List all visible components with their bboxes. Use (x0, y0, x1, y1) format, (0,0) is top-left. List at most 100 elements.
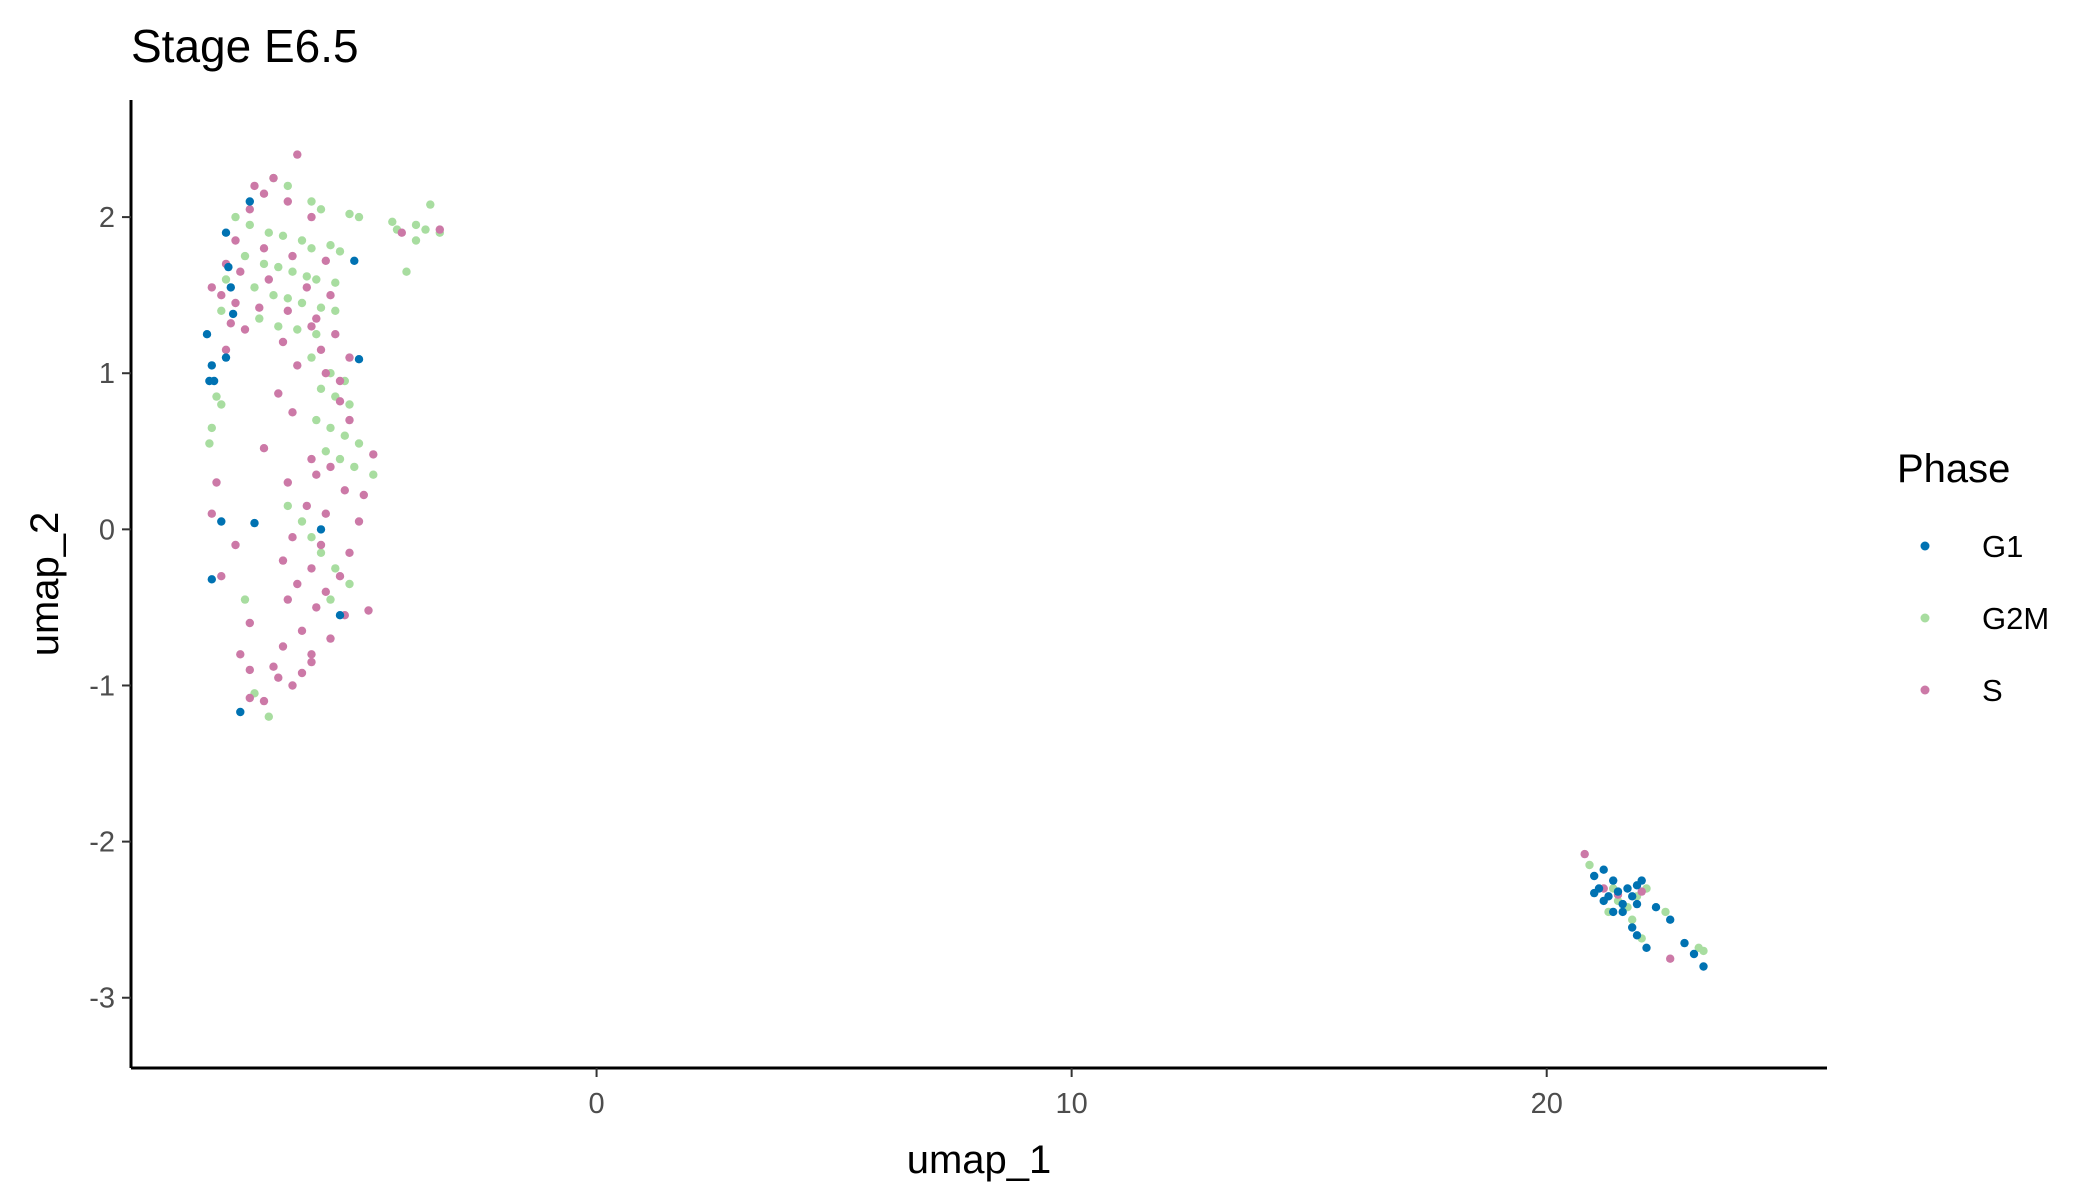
data-point-s (269, 173, 278, 183)
data-point-g1 (1642, 943, 1651, 952)
data-point-g2m (331, 306, 340, 315)
data-point-g2m (245, 220, 254, 230)
data-point-g2m (302, 272, 311, 281)
data-point-g1 (236, 707, 245, 717)
data-point-g1 (1609, 907, 1618, 917)
legend-label-g2m: G2M (1982, 601, 2049, 636)
x-tick-label: 20 (1531, 1088, 1563, 1120)
data-point-g2m (316, 384, 326, 393)
data-point-g2m (316, 205, 326, 214)
data-point-g2m (1628, 915, 1637, 924)
x-tick-label: 10 (1056, 1088, 1088, 1120)
data-point-s (316, 540, 326, 550)
data-point-s (217, 572, 226, 581)
data-point-g1 (350, 256, 359, 265)
data-point-g2m (326, 241, 335, 250)
data-point-g2m (283, 294, 292, 303)
data-point-g2m (205, 439, 214, 448)
data-point-s (307, 212, 316, 222)
data-point-s (269, 662, 278, 671)
data-point-g1 (1632, 899, 1642, 909)
data-point-g2m (217, 400, 226, 409)
data-point-g2m (264, 228, 273, 237)
data-point-g2m (326, 423, 335, 433)
data-point-s (345, 415, 354, 425)
data-point-g2m (312, 275, 321, 284)
data-point-s (345, 548, 354, 557)
data-point-g1 (217, 517, 226, 526)
data-point-s (364, 606, 373, 615)
data-point-g1 (1618, 899, 1627, 909)
y-tick-label: -1 (89, 670, 115, 702)
data-point-s (297, 668, 307, 678)
data-point-g1 (1689, 949, 1699, 959)
data-point-s (297, 626, 307, 635)
data-point-g2m (217, 306, 226, 315)
data-point-s (302, 283, 311, 292)
data-point-s (307, 454, 316, 464)
data-point-g2m (274, 322, 283, 331)
data-point-g2m (1661, 907, 1670, 917)
data-point-s (335, 376, 345, 386)
data-point-s (288, 408, 297, 417)
data-point-g1 (335, 611, 345, 620)
data-point-g2m (331, 564, 340, 573)
data-point-g2m (326, 595, 335, 604)
data-point-g2m (331, 278, 340, 287)
data-point-s (307, 564, 316, 573)
data-point-s (283, 595, 292, 604)
y-tick-label: 0 (99, 514, 115, 546)
legend-key-g1 (1920, 541, 1930, 551)
data-point-s (259, 189, 269, 198)
data-point-g2m (316, 303, 326, 312)
data-point-s (288, 681, 297, 690)
data-point-s (369, 450, 378, 459)
legend-label-g1: G1 (1982, 529, 2023, 564)
data-point-s (326, 462, 335, 472)
x-axis-label: umap_1 (907, 1138, 1052, 1182)
data-point-g2m (312, 330, 321, 339)
data-point-g2m (345, 400, 354, 409)
data-point-g1 (221, 228, 231, 237)
data-point-g2m (307, 244, 316, 253)
data-point-s (335, 397, 345, 406)
data-point-s (1666, 954, 1675, 963)
legend-label-s: S (1982, 673, 2003, 708)
data-point-g1 (1609, 876, 1618, 885)
data-point-s (245, 693, 254, 703)
data-point-g2m (411, 220, 421, 230)
data-point-g1 (1632, 931, 1642, 940)
legend-item-s: S (1920, 673, 2003, 708)
data-point-s (250, 181, 259, 191)
data-point-g2m (354, 439, 364, 448)
data-point-s (312, 603, 321, 612)
data-point-s (1580, 849, 1589, 859)
data-point-g2m (388, 217, 397, 226)
data-point-s (321, 256, 330, 265)
data-point-s (245, 665, 254, 675)
data-point-g1 (209, 376, 219, 386)
data-point-g2m (283, 501, 292, 511)
data-point-s (321, 509, 330, 518)
data-point-g1 (224, 262, 233, 272)
data-point-g1 (228, 309, 238, 319)
data-point-s (307, 650, 316, 659)
y-axis-label: umap_2 (23, 512, 67, 657)
data-point-s (245, 205, 254, 214)
data-point-s (207, 283, 216, 292)
data-point-s (359, 490, 368, 500)
data-point-s (293, 150, 302, 159)
data-point-s (231, 298, 240, 308)
data-point-g1 (250, 518, 259, 528)
data-point-g1 (1666, 915, 1675, 924)
data-point-s (278, 642, 288, 651)
data-point-s (274, 389, 283, 398)
legend-item-g1: G1 (1920, 529, 2023, 564)
data-point-s (207, 509, 216, 518)
data-point-s (259, 444, 269, 453)
data-point-g2m (274, 262, 283, 272)
data-point-s (293, 361, 302, 370)
data-point-s (321, 587, 330, 596)
legend-items: G1 G2M S (1920, 529, 2049, 708)
data-point-g2m (345, 209, 354, 219)
